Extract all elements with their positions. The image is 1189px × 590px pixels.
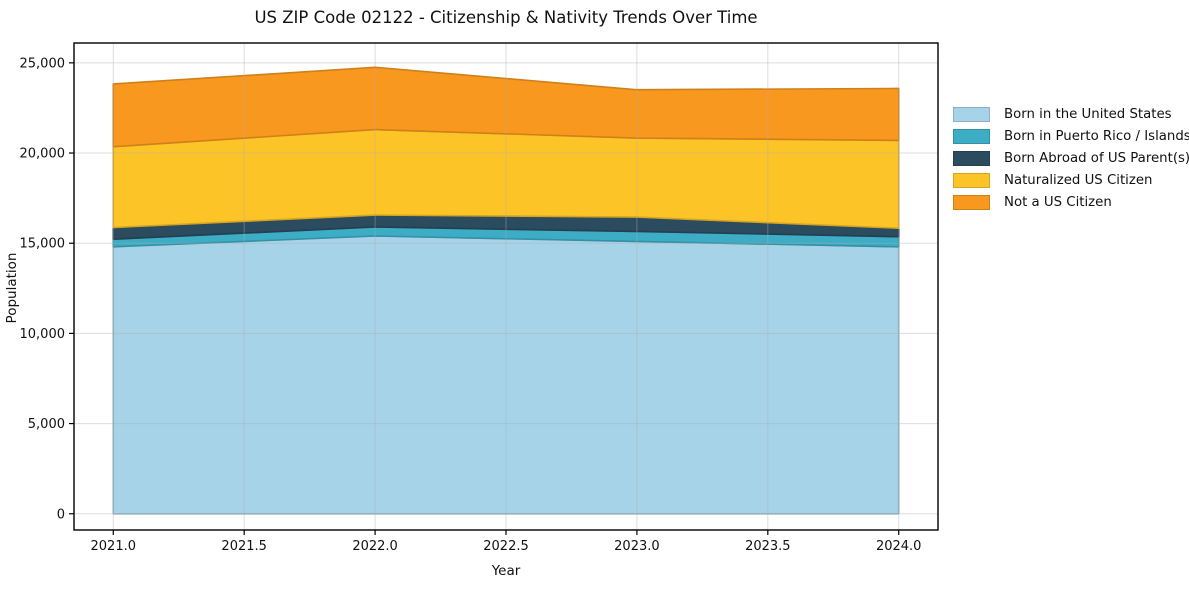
y-tick-label: 15,000 xyxy=(20,237,66,252)
legend-item-born-abroad-of-us-parent-s: Born Abroad of US Parent(s) xyxy=(953,147,1189,169)
legend-item-born-in-the-united-states: Born in the United States xyxy=(953,103,1189,125)
y-tick-label: 20,000 xyxy=(20,147,66,162)
x-tick-label: 2022.5 xyxy=(483,539,529,554)
y-tick-label: 10,000 xyxy=(20,327,66,342)
legend-label: Born in the United States xyxy=(1004,106,1172,122)
chart-title: US ZIP Code 02122 - Citizenship & Nativi… xyxy=(254,8,758,27)
legend-swatch xyxy=(953,172,990,188)
legend-swatch xyxy=(953,194,990,210)
x-tick-label: 2022.0 xyxy=(352,539,398,554)
legend: Born in the United States Born in Puerto … xyxy=(953,103,1189,213)
legend-item-not-a-us-citizen: Not a US Citizen xyxy=(953,191,1189,213)
x-tick-label: 2024.0 xyxy=(876,539,922,554)
legend-item-naturalized-us-citizen: Naturalized US Citizen xyxy=(953,169,1189,191)
legend-swatch xyxy=(953,128,990,144)
legend-swatch xyxy=(953,150,990,166)
y-tick-label: 25,000 xyxy=(20,56,66,71)
legend-label: Not a US Citizen xyxy=(1004,194,1112,210)
x-tick-label: 2023.5 xyxy=(745,539,791,554)
legend-label: Born in Puerto Rico / Islands xyxy=(1004,128,1189,144)
y-tick-label: 0 xyxy=(57,507,65,522)
y-tick-label: 5,000 xyxy=(28,417,65,432)
area-not-a-us-citizen xyxy=(112,66,900,148)
y-axis-label: Population xyxy=(4,252,20,324)
x-axis-label: Year xyxy=(491,563,521,579)
legend-label: Naturalized US Citizen xyxy=(1004,172,1153,188)
x-tick-label: 2021.0 xyxy=(91,539,137,554)
legend-label: Born Abroad of US Parent(s) xyxy=(1004,150,1189,166)
x-tick-label: 2023.0 xyxy=(614,539,660,554)
legend-swatch xyxy=(953,106,990,122)
x-tick-label: 2021.5 xyxy=(221,539,267,554)
legend-item-born-in-puerto-rico-islands: Born in Puerto Rico / Islands xyxy=(953,125,1189,147)
